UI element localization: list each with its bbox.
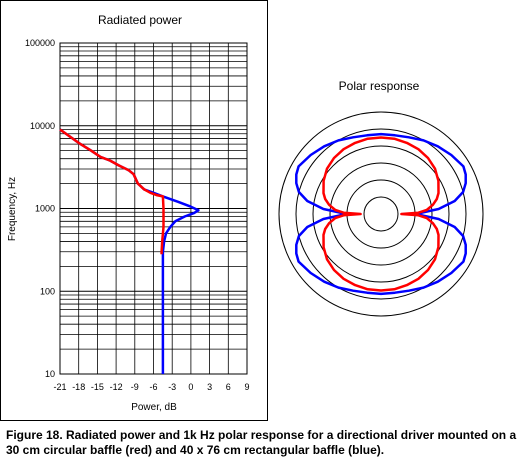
polar-ring	[295, 128, 467, 300]
polar-series-blue	[295, 132, 467, 296]
power-x-tick-label: -3	[168, 382, 176, 392]
power-y-tick-label: 10000	[30, 121, 55, 131]
power-x-tick-label: 6	[226, 382, 231, 392]
power-series-red	[59, 128, 165, 255]
power-y-tick-label: 10	[45, 369, 55, 379]
power-x-tick-label: -21	[53, 382, 66, 392]
polar-plot	[278, 111, 484, 317]
power-x-tick-label: 3	[207, 382, 212, 392]
power-y-tick-label: 100	[40, 286, 55, 296]
power-chart-title: Radiated power	[98, 13, 182, 27]
power-x-tick-label: -18	[72, 382, 85, 392]
power-y-tick-label: 100000	[25, 38, 55, 48]
polar-series-red	[322, 136, 440, 292]
power-y-tick-label: 1000	[35, 204, 55, 214]
polar-ring	[312, 145, 450, 283]
power-x-axis-label: Power, dB	[131, 402, 177, 413]
power-plot: -21 -18 -15 -12 -9 -6 -3 0 3 6 9 10 100 1000 10000 1000…	[25, 38, 250, 392]
power-x-tick-label: -9	[131, 382, 139, 392]
polar-outer-ring	[278, 111, 484, 317]
polar-ring	[329, 162, 433, 266]
power-x-tick-label: -12	[110, 382, 123, 392]
polar-chart-title: Polar response	[339, 79, 420, 93]
power-x-tick-label: -6	[149, 382, 157, 392]
power-x-tick-label: 0	[188, 382, 193, 392]
power-x-tick-label: 9	[244, 382, 249, 392]
power-y-axis-label: Frequency, Hz	[7, 177, 18, 241]
power-x-tick-label: -15	[91, 382, 104, 392]
figure-caption: Figure 18. Radiated power and 1k Hz pola…	[6, 428, 517, 457]
polar-ring	[363, 196, 399, 232]
